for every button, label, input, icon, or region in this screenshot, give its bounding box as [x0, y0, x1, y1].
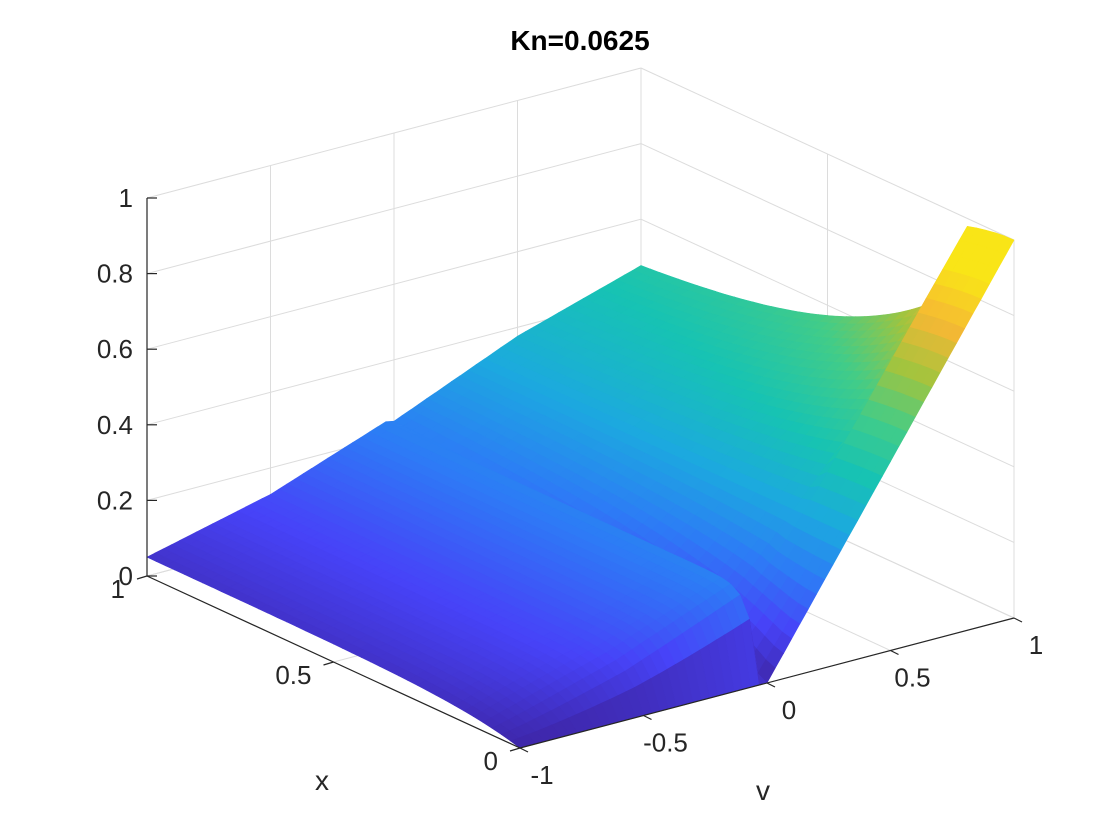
z-tick-label: 0.4 — [97, 410, 133, 440]
v-tick-label: 0.5 — [894, 663, 930, 693]
v-tick-mark — [766, 682, 776, 688]
x-tick-label: 1 — [111, 574, 125, 604]
x-tick-mark — [323, 661, 334, 666]
z-tick-label: 0.6 — [97, 334, 133, 364]
grid-line — [146, 67, 642, 199]
grid-line — [640, 67, 1015, 241]
grid-line — [146, 143, 642, 275]
z-tick-label: 1 — [119, 183, 133, 213]
x-tick-label: 0.5 — [275, 660, 311, 690]
x-tick-label: 0 — [484, 746, 498, 776]
v-tick-label: 0 — [782, 695, 796, 725]
axes — [136, 197, 1023, 753]
v-tick-mark — [519, 747, 529, 753]
z-tick-label: 0.2 — [97, 485, 133, 515]
x-tick-mark — [509, 747, 521, 752]
v-tick-label: -1 — [530, 760, 553, 790]
x-tick-mark — [136, 575, 148, 580]
v-axis-label: v — [756, 775, 770, 806]
chart-title: Kn=0.0625 — [510, 25, 649, 56]
v-tick-mark — [1013, 617, 1023, 623]
v-tick-mark — [643, 714, 652, 721]
z-tick-label: 0.8 — [97, 259, 133, 289]
grid-line — [640, 218, 1015, 392]
v-tick-mark — [890, 649, 899, 656]
v-tick-label: -0.5 — [643, 728, 688, 758]
x-axis-label: x — [315, 765, 329, 796]
v-tick-label: 1 — [1029, 630, 1043, 660]
z-tick-label: 0 — [119, 561, 133, 591]
grid-line — [146, 218, 642, 350]
surface — [146, 225, 1015, 749]
